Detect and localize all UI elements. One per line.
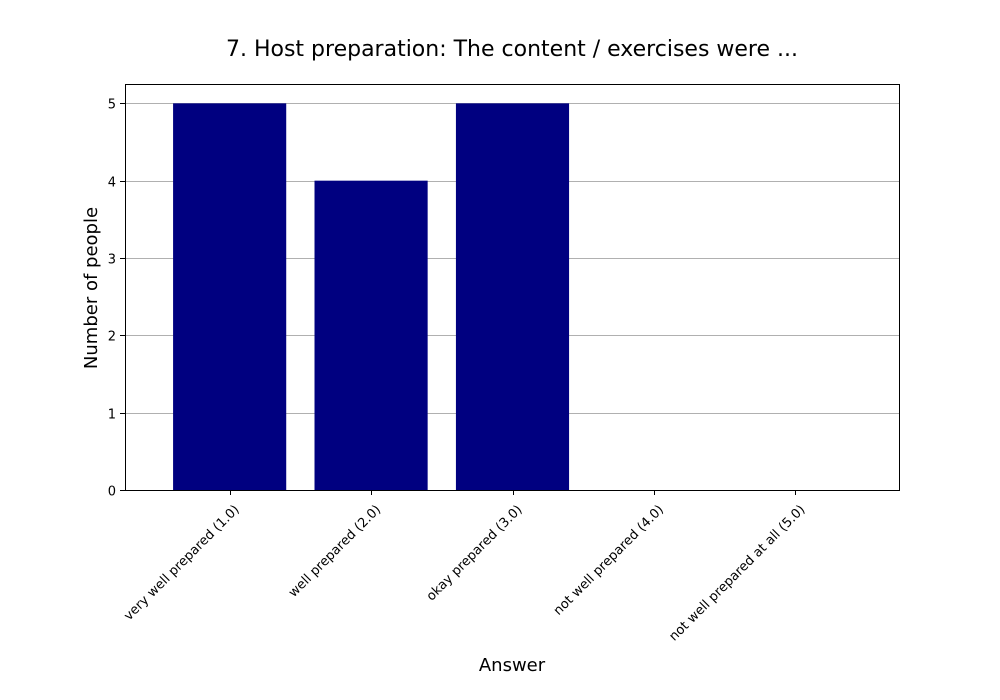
y-tick-label: 2 xyxy=(108,330,116,345)
y-axis-label: Number of people xyxy=(81,207,102,369)
y-tick-label: 4 xyxy=(108,176,116,191)
bar xyxy=(455,103,570,490)
x-tick-label: well prepared (2.0) xyxy=(286,502,384,600)
y-tick-label: 5 xyxy=(108,98,116,113)
bars xyxy=(173,103,570,491)
x-tick-label: not well prepared (4.0) xyxy=(551,502,667,618)
plot-frame xyxy=(125,84,900,491)
x-tick-label: very well prepared (1.0) xyxy=(121,502,242,623)
y-tick-label: 1 xyxy=(108,408,116,423)
x-tick-label: okay prepared (3.0) xyxy=(424,502,526,604)
x-axis-ticks: very well prepared (1.0) well prepared (2… xyxy=(121,490,808,644)
chart-title: 7. Host preparation: The content / exerc… xyxy=(226,37,798,62)
x-tick-label: not well prepared at all (5.0) xyxy=(666,502,808,644)
y-tick-label: 0 xyxy=(108,485,116,500)
bar xyxy=(314,180,428,491)
y-axis-ticks: 0 1 2 3 4 5 xyxy=(108,98,125,500)
bar xyxy=(173,103,287,490)
x-axis-label: Answer xyxy=(479,655,546,676)
y-tick-label: 3 xyxy=(108,253,116,268)
